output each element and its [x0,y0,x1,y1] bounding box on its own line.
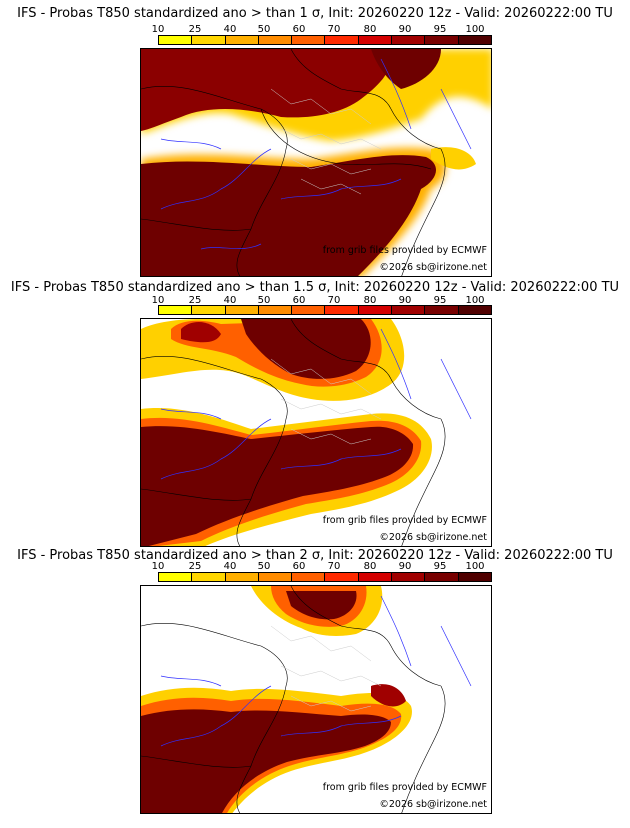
color-legend-bar [158,35,492,45]
panel-3: IFS - Probas T850 standardized ano > tha… [0,546,630,828]
panel-title: IFS - Probas T850 standardized ano > tha… [17,548,613,563]
legend-tick: 40 [223,561,237,572]
legend-color-swatch [292,36,326,44]
country-borders [141,319,446,546]
legend-color-swatch [192,573,226,581]
legend-tick: 70 [327,295,341,306]
legend-color-swatch [159,306,193,314]
data-source-credit: from grib files provided by ECMWF [322,782,487,793]
legend-tick: 100 [465,24,485,35]
legend-color-swatch [258,36,293,44]
legend-tick: 100 [465,561,485,572]
legend-color-swatch [425,36,459,44]
probability-fill [141,586,412,813]
region-borders [270,625,382,712]
legend-tick: 80 [363,24,377,35]
legend-tick: 25 [188,295,202,306]
legend-color-swatch [358,306,393,314]
region-borders [270,358,382,445]
legend-color-swatch [425,306,459,314]
legend-color-swatch [292,306,326,314]
legend-tick-labels: 10 25 40 50 60 70 80 90 95 100 [152,24,492,36]
probability-fill [141,49,491,276]
region-borders [270,88,382,195]
legend-color-swatch [325,306,359,314]
panel-2: IFS - Probas T850 standardized ano > tha… [0,278,630,547]
rivers [160,58,472,250]
legend-color-swatch [325,36,359,44]
legend-tick: 100 [465,295,485,306]
color-legend-bar [158,572,492,582]
rivers [160,595,472,747]
legend-tick: 60 [292,561,306,572]
legend-color-swatch [392,36,426,44]
country-borders [141,586,446,813]
legend-tick: 70 [327,24,341,35]
probability-map: from grib files provided by ECMWF ©2026 … [140,48,492,277]
legend-tick: 80 [363,561,377,572]
legend-tick: 10 [151,295,165,306]
legend-tick: 60 [292,24,306,35]
legend-color-swatch [425,573,459,581]
legend-color-swatch [159,36,193,44]
legend-tick: 50 [257,561,271,572]
legend-tick: 90 [398,24,412,35]
legend-color-swatch [392,573,426,581]
legend-tick: 50 [257,24,271,35]
legend-tick: 95 [433,24,447,35]
probability-map: from grib files provided by ECMWF ©2026 … [140,585,492,814]
color-legend-bar [158,305,492,315]
legend-tick: 60 [292,295,306,306]
copyright-credit: ©2026 sb@irizone.net [379,799,487,810]
legend-color-swatch [458,306,491,314]
legend-color-swatch [458,573,491,581]
copyright-credit: ©2026 sb@irizone.net [379,532,487,543]
map-graphic [141,586,491,813]
legend-tick: 70 [327,561,341,572]
rivers [160,328,472,480]
legend-tick: 10 [151,561,165,572]
data-source-credit: from grib files provided by ECMWF [322,245,487,256]
legend-tick: 40 [223,24,237,35]
panel-1: IFS - Probas T850 standardized ano > tha… [0,0,630,278]
legend-tick: 80 [363,295,377,306]
legend-tick: 95 [433,561,447,572]
country-borders [141,49,446,276]
legend-color-swatch [292,573,326,581]
legend-tick: 95 [433,295,447,306]
panel-title: IFS - Probas T850 standardized ano > tha… [10,280,620,295]
legend-tick: 25 [188,561,202,572]
legend-tick: 90 [398,295,412,306]
legend-color-swatch [325,573,359,581]
legend-tick: 90 [398,561,412,572]
legend-color-swatch [225,306,259,314]
legend-color-swatch [258,573,293,581]
legend-color-swatch [258,306,293,314]
probability-fill [141,319,432,546]
probability-map: from grib files provided by ECMWF ©2026 … [140,318,492,547]
map-graphic [141,49,491,276]
legend-color-swatch [192,306,226,314]
legend-color-swatch [192,36,226,44]
legend-color-swatch [225,36,259,44]
map-graphic [141,319,491,546]
legend-color-swatch [358,36,393,44]
copyright-credit: ©2026 sb@irizone.net [379,262,487,273]
legend-tick: 25 [188,24,202,35]
legend-color-swatch [458,36,491,44]
legend-tick-labels: 10 25 40 50 60 70 80 90 95 100 [152,561,492,573]
data-source-credit: from grib files provided by ECMWF [322,515,487,526]
legend-tick: 40 [223,295,237,306]
panel-title: IFS - Probas T850 standardized ano > tha… [17,6,613,21]
legend-tick: 50 [257,295,271,306]
legend-color-swatch [159,573,193,581]
legend-tick: 10 [151,24,165,35]
legend-color-swatch [358,573,393,581]
legend-tick-labels: 10 25 40 50 60 70 80 90 95 100 [152,295,492,307]
legend-color-swatch [392,306,426,314]
legend-color-swatch [225,573,259,581]
